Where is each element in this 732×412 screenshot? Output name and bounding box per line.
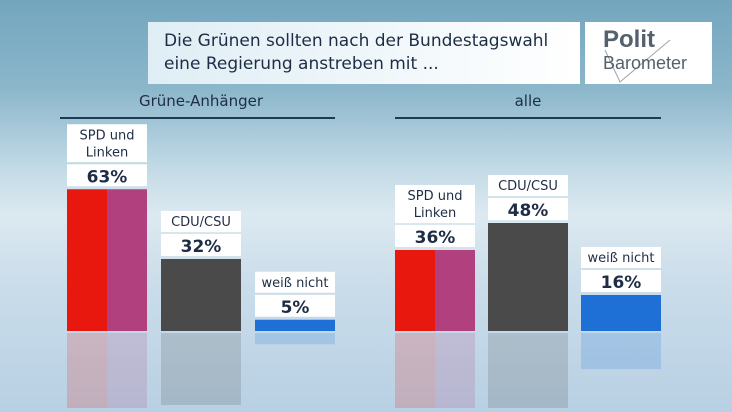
category-label: CDU/CSU bbox=[498, 179, 558, 194]
category-label-box bbox=[255, 271, 335, 293]
bar-group: 36% SPD und Linken bbox=[395, 185, 475, 408]
value-label-box bbox=[395, 225, 475, 247]
group-rule bbox=[60, 117, 335, 119]
bar-group: 48% CDU/CSU bbox=[488, 175, 568, 408]
bar bbox=[255, 319, 335, 331]
value-label: 5% bbox=[281, 298, 310, 318]
category-label: weiß nicht bbox=[588, 251, 655, 266]
value-label-box bbox=[488, 198, 568, 220]
category-label: weiß nicht bbox=[262, 276, 329, 291]
bar bbox=[67, 189, 107, 331]
group-rule bbox=[395, 117, 661, 119]
category-label-box bbox=[67, 124, 147, 163]
value-label: 16% bbox=[601, 273, 642, 293]
value-label-box bbox=[67, 164, 147, 187]
category-label: SPD und bbox=[80, 128, 135, 143]
value-label: 48% bbox=[508, 201, 549, 221]
group-title-alle: alle bbox=[514, 92, 542, 110]
value-label: 32% bbox=[181, 237, 222, 257]
question-header: Die Grünen sollten nach der Bundestagswa… bbox=[148, 22, 580, 84]
bar bbox=[435, 250, 475, 331]
bar bbox=[161, 259, 241, 331]
value-label: 63% bbox=[87, 167, 128, 187]
bar-reflection bbox=[488, 333, 568, 408]
category-label: Linken bbox=[86, 145, 128, 160]
category-label-box bbox=[395, 185, 475, 223]
bar-reflection bbox=[395, 333, 435, 408]
category-label-box bbox=[488, 175, 568, 196]
value-label-box bbox=[255, 294, 335, 317]
bar-reflection bbox=[161, 333, 241, 405]
bar-reflection bbox=[581, 333, 661, 369]
bar-reflection bbox=[67, 333, 107, 408]
category-label-box bbox=[581, 247, 661, 268]
bar-reflection bbox=[435, 333, 475, 408]
category-label-box bbox=[161, 211, 241, 232]
logo-line-1: Polit bbox=[603, 26, 655, 53]
group-title-gruene: Grüne-Anhänger bbox=[138, 92, 263, 110]
category-label: Linken bbox=[414, 206, 456, 221]
bar-reflection bbox=[107, 333, 147, 408]
bar bbox=[581, 295, 661, 331]
bar-reflection bbox=[255, 333, 335, 345]
politbarometer-logo: Polit Barometer bbox=[585, 22, 712, 84]
bar-group: 63% SPD und Linken bbox=[67, 124, 147, 408]
value-label: 36% bbox=[415, 228, 456, 248]
logo-line-2: Barometer bbox=[603, 53, 688, 73]
category-label: SPD und bbox=[408, 189, 463, 204]
bar-group: 32% CDU/CSU bbox=[161, 211, 241, 405]
value-label-box bbox=[581, 270, 661, 292]
bar-group: 5% weiß nicht bbox=[255, 271, 335, 345]
bar-group: 16% weiß nicht bbox=[581, 247, 661, 369]
value-label-box bbox=[161, 234, 241, 256]
question-line-1: Die Grünen sollten nach der Bundestagswa… bbox=[164, 31, 549, 51]
checkmark-icon bbox=[604, 39, 671, 83]
question-line-2: eine Regierung anstreben mit ... bbox=[164, 54, 439, 74]
category-label: CDU/CSU bbox=[171, 215, 231, 230]
bar bbox=[107, 189, 147, 331]
bar bbox=[488, 223, 568, 331]
bar bbox=[395, 250, 435, 331]
